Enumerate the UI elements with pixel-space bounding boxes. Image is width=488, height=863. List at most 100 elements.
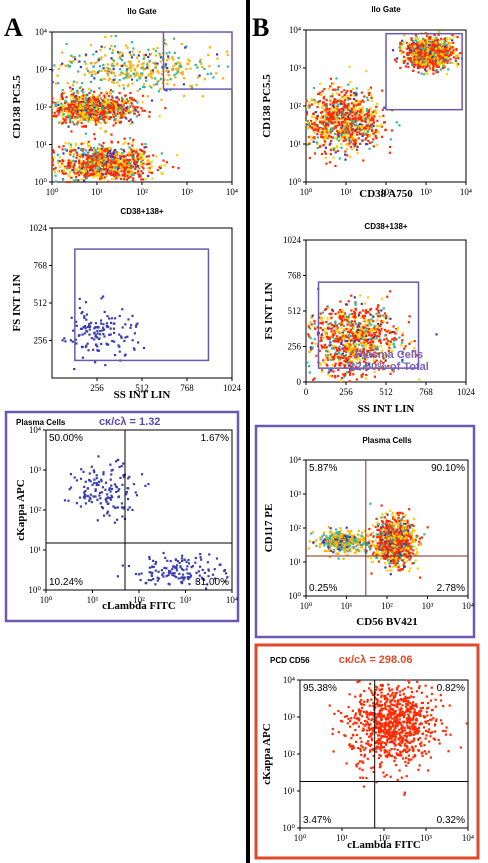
- event-point: [91, 159, 94, 163]
- panel-label-b: B: [252, 13, 269, 42]
- event-point: [109, 148, 112, 151]
- event-point: [94, 361, 97, 364]
- event-point: [141, 65, 144, 68]
- event-point: [357, 314, 360, 317]
- event-point: [117, 489, 120, 493]
- event-point: [105, 322, 109, 325]
- event-point: [384, 356, 388, 359]
- event-point: [187, 62, 190, 65]
- event-point: [417, 62, 421, 65]
- event-point: [137, 60, 141, 63]
- event-point: [70, 176, 73, 179]
- event-point: [328, 312, 331, 315]
- event-point: [121, 52, 124, 55]
- event-point: [172, 565, 176, 568]
- event-point: [123, 141, 127, 144]
- event-point: [75, 502, 78, 505]
- event-point: [370, 323, 373, 326]
- event-point: [376, 143, 379, 146]
- event-point: [442, 63, 445, 66]
- event-point: [344, 96, 347, 99]
- event-point: [352, 97, 356, 101]
- event-point: [90, 501, 93, 504]
- event-point: [345, 107, 348, 111]
- event-point: [100, 101, 104, 105]
- event-point: [124, 94, 127, 97]
- event-point: [115, 151, 119, 154]
- event-point: [365, 342, 368, 345]
- event-point: [345, 133, 348, 136]
- event-point: [406, 42, 410, 46]
- event-point: [311, 347, 314, 350]
- y-tick-label: 256: [34, 336, 48, 346]
- event-point: [111, 167, 115, 171]
- event-point: [86, 118, 89, 121]
- event-point: [199, 565, 202, 568]
- event-point: [401, 339, 404, 342]
- event-point: [83, 167, 86, 170]
- event-point: [99, 322, 103, 325]
- event-point: [154, 62, 157, 65]
- event-point: [369, 119, 372, 122]
- event-point: [71, 340, 74, 343]
- event-point: [189, 67, 192, 70]
- event-point: [97, 109, 100, 112]
- event-point: [150, 75, 153, 78]
- event-point: [111, 63, 115, 66]
- event-point: [377, 354, 380, 358]
- event-point: [174, 67, 177, 71]
- event-point: [89, 480, 92, 483]
- event-point: [419, 51, 422, 54]
- event-point: [96, 106, 99, 109]
- event-point: [143, 109, 147, 112]
- event-point: [164, 65, 167, 68]
- event-point: [326, 337, 329, 340]
- event-point: [335, 77, 338, 80]
- event-point: [73, 123, 76, 126]
- event-point: [113, 78, 117, 81]
- event-point: [379, 351, 383, 354]
- event-point: [313, 338, 316, 341]
- event-point: [97, 151, 100, 154]
- event-point: [190, 86, 194, 89]
- event-point: [87, 166, 91, 169]
- event-point: [319, 111, 323, 114]
- event-point: [313, 152, 317, 155]
- event-point: [105, 70, 108, 73]
- event-point: [308, 121, 311, 124]
- event-point: [330, 135, 333, 139]
- event-point: [107, 153, 111, 156]
- event-point: [148, 72, 151, 75]
- event-point: [344, 357, 348, 360]
- event-point: [68, 109, 71, 112]
- event-point: [437, 65, 441, 68]
- x-tick-label: 1024: [223, 383, 242, 393]
- event-point: [414, 64, 417, 67]
- event-point: [343, 93, 346, 97]
- event-point: [440, 54, 443, 58]
- event-point: [317, 92, 320, 96]
- event-point: [140, 178, 143, 181]
- event-point: [347, 104, 350, 107]
- event-point: [100, 147, 104, 151]
- event-point: [430, 47, 433, 50]
- event-point: [122, 159, 126, 162]
- event-point: [123, 137, 126, 140]
- event-point: [344, 347, 347, 350]
- event-point: [401, 42, 404, 45]
- event-point: [141, 172, 145, 175]
- event-point: [134, 163, 138, 166]
- event-point: [349, 133, 352, 137]
- event-point: [101, 164, 104, 168]
- event-point: [324, 129, 327, 132]
- event-point: [72, 153, 76, 156]
- event-point: [120, 502, 124, 505]
- event-point: [344, 113, 347, 116]
- event-point: [343, 101, 346, 104]
- event-point: [354, 111, 357, 115]
- event-point: [342, 111, 345, 114]
- event-point: [139, 72, 143, 75]
- event-point: [79, 165, 82, 168]
- event-point: [98, 149, 101, 153]
- event-point: [349, 334, 352, 338]
